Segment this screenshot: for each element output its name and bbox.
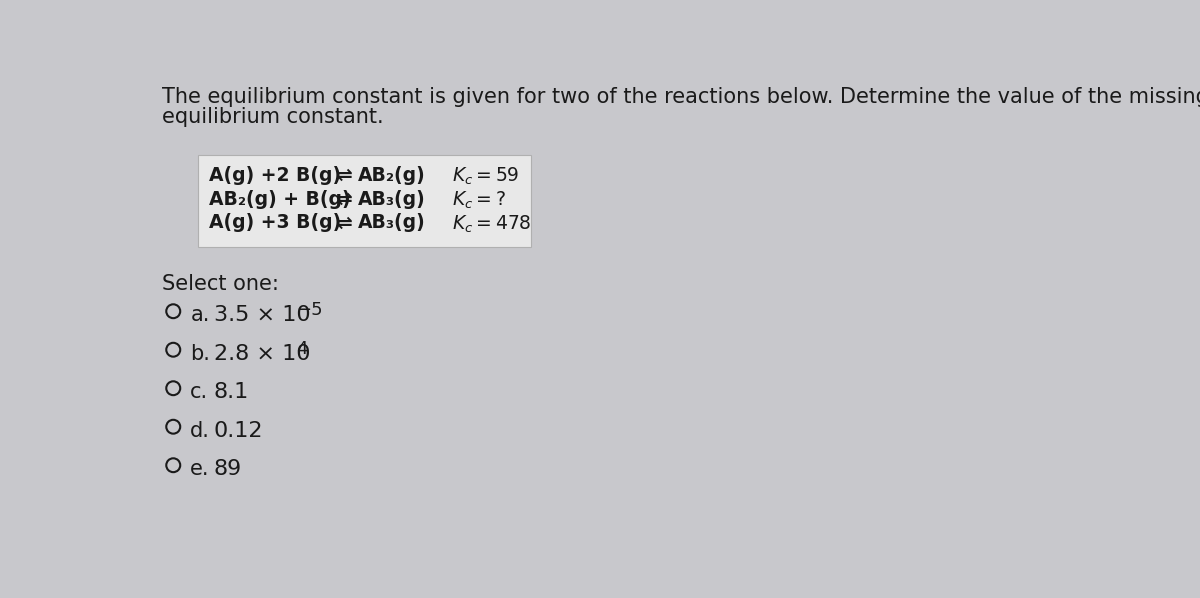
Text: 89: 89 bbox=[214, 459, 242, 479]
Text: equilibrium constant.: equilibrium constant. bbox=[162, 107, 384, 127]
Text: AB₂(g): AB₂(g) bbox=[358, 166, 426, 185]
Text: 0.12: 0.12 bbox=[214, 420, 263, 441]
Text: A(g) +3 B(g): A(g) +3 B(g) bbox=[209, 213, 341, 233]
Text: 4: 4 bbox=[296, 340, 307, 358]
Text: 2.8 × 10: 2.8 × 10 bbox=[214, 344, 310, 364]
Text: e.: e. bbox=[191, 459, 210, 479]
FancyBboxPatch shape bbox=[198, 155, 532, 248]
Text: AB₂(g) + B(g): AB₂(g) + B(g) bbox=[209, 190, 350, 209]
Text: AB₃(g): AB₃(g) bbox=[358, 190, 426, 209]
Text: A(g) +2 B(g): A(g) +2 B(g) bbox=[209, 166, 341, 185]
Text: The equilibrium constant is given for two of the reactions below. Determine the : The equilibrium constant is given for tw… bbox=[162, 87, 1200, 107]
Text: $K_c = 478$: $K_c = 478$ bbox=[452, 213, 532, 235]
Text: d.: d. bbox=[191, 420, 210, 441]
Text: 8.1: 8.1 bbox=[214, 382, 248, 402]
Text: 3.5 × 10: 3.5 × 10 bbox=[214, 305, 310, 325]
Text: AB₃(g): AB₃(g) bbox=[358, 213, 426, 233]
Text: a.: a. bbox=[191, 305, 210, 325]
Text: −5: −5 bbox=[296, 301, 323, 319]
Text: ⇌: ⇌ bbox=[336, 213, 352, 233]
Text: $K_c = 59$: $K_c = 59$ bbox=[452, 166, 518, 187]
Text: c.: c. bbox=[191, 382, 209, 402]
Text: $K_c = ?$: $K_c = ?$ bbox=[452, 190, 506, 211]
Text: b.: b. bbox=[191, 344, 210, 364]
Text: ⇌: ⇌ bbox=[336, 166, 352, 185]
Text: ⇌: ⇌ bbox=[336, 190, 352, 209]
Text: Select one:: Select one: bbox=[162, 273, 280, 294]
